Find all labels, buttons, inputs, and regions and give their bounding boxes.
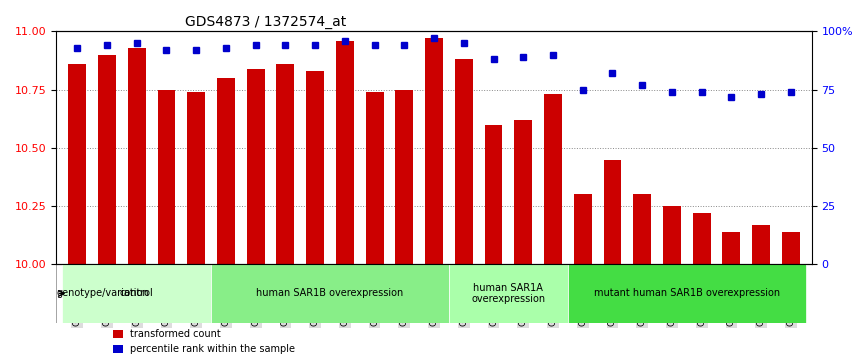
Bar [128, 48, 146, 264]
Text: GDS4873 / 1372574_at: GDS4873 / 1372574_at [185, 15, 346, 29]
Bar [277, 64, 294, 264]
FancyBboxPatch shape [62, 264, 211, 323]
Bar [484, 125, 503, 264]
Bar [544, 94, 562, 264]
Bar [753, 225, 770, 264]
Bar [247, 69, 265, 264]
Bar [574, 195, 592, 264]
Bar [722, 232, 740, 264]
Bar [455, 60, 473, 264]
Bar [158, 90, 175, 264]
Bar [69, 64, 86, 264]
FancyBboxPatch shape [211, 264, 449, 323]
Bar [217, 78, 235, 264]
Bar [782, 232, 799, 264]
Text: human SAR1B overexpression: human SAR1B overexpression [256, 289, 404, 298]
Text: human SAR1A
overexpression: human SAR1A overexpression [471, 283, 545, 304]
Bar [515, 120, 532, 264]
Bar [396, 90, 413, 264]
Text: mutant human SAR1B overexpression: mutant human SAR1B overexpression [594, 289, 779, 298]
FancyBboxPatch shape [449, 264, 568, 323]
Text: control: control [120, 289, 154, 298]
Bar [187, 92, 205, 264]
Bar [603, 159, 621, 264]
Legend: transformed count, percentile rank within the sample: transformed count, percentile rank withi… [109, 326, 299, 358]
Bar [306, 71, 324, 264]
Bar [98, 55, 116, 264]
FancyBboxPatch shape [568, 264, 806, 323]
Bar [634, 195, 651, 264]
Bar [365, 92, 384, 264]
Bar [336, 41, 354, 264]
Bar [425, 38, 443, 264]
Text: genotype/variation: genotype/variation [56, 289, 149, 298]
Bar [663, 206, 681, 264]
Bar [693, 213, 711, 264]
